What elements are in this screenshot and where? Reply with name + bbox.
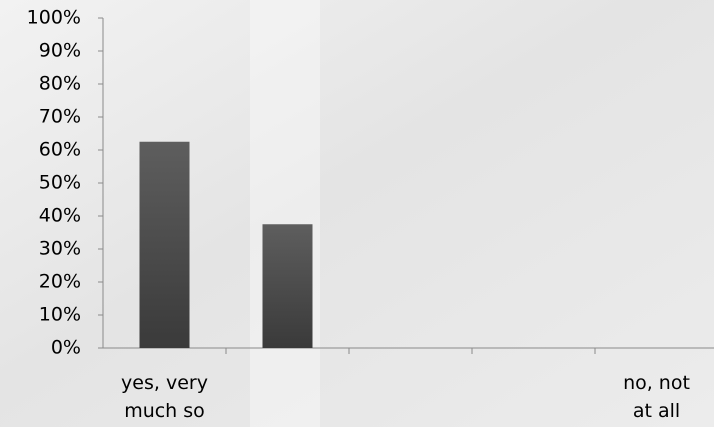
y-tick-label: 40% [39,205,81,227]
y-tick-label: 30% [39,238,81,260]
y-tick-label: 60% [39,139,81,161]
x-tick-label: yes, very much so [121,372,208,422]
y-tick-label: 80% [39,73,81,95]
bar [139,141,190,348]
y-tick-label: 100% [27,7,81,29]
y-tick-label: 0% [51,337,81,359]
y-tick-label: 90% [39,40,81,62]
x-tick-label: no, not at all [623,372,690,422]
y-tick-label: 10% [39,304,81,326]
bar [262,224,313,348]
y-tick-label: 20% [39,271,81,293]
y-tick-label: 70% [39,106,81,128]
y-tick-label: 50% [39,172,81,194]
background-streak [250,0,320,427]
